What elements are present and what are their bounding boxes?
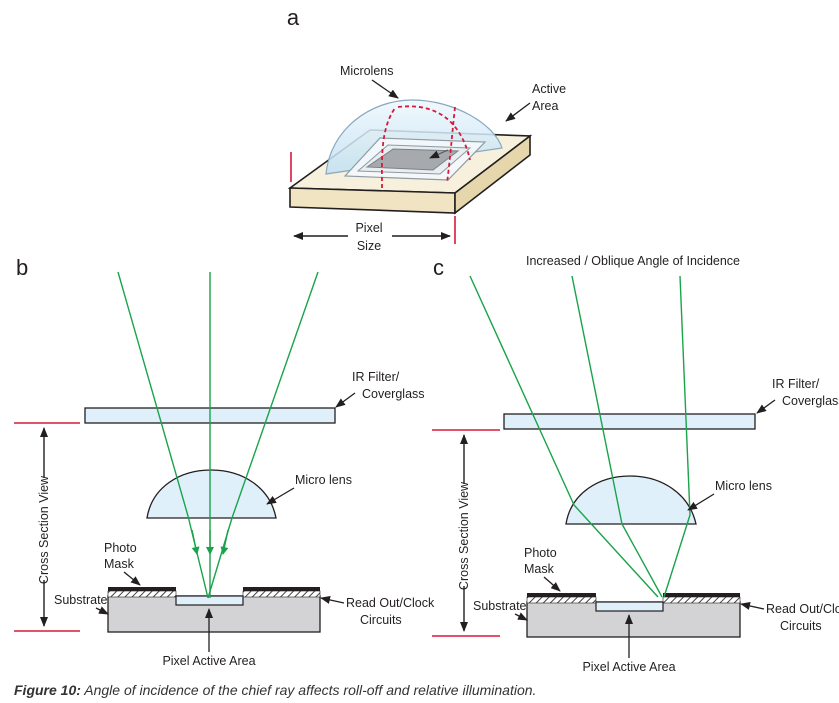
- ray-b-right: [207, 271, 319, 599]
- photo-mask-label-b-1: Photo: [104, 541, 137, 555]
- microlens-label: Microlens: [340, 64, 394, 78]
- red-dashed-curve-left: [381, 107, 396, 189]
- readout-label-c-1: Read Out/Clock: [766, 602, 839, 616]
- photo-mask-label-c-2: Mask: [524, 562, 555, 576]
- micro-lens-arrow-b: [266, 487, 295, 505]
- oblique-angle-title: Increased / Oblique Angle of Incidence: [526, 254, 740, 268]
- ray-c-center: [571, 275, 663, 598]
- ir-filter-label-b-1: IR Filter/: [352, 370, 400, 384]
- photo-mask-arrow-b: [123, 571, 141, 586]
- substrate-arrow-c: [514, 612, 528, 621]
- active-area-arrow: [505, 102, 531, 122]
- panel-c: c Increased / Oblique Angle of Incidence…: [432, 254, 839, 674]
- ray-c-left: [469, 275, 659, 598]
- red-dashed-curve-right: [446, 106, 456, 184]
- hatched-layer-left-c: [526, 596, 597, 604]
- ir-filter-arrow-c: [756, 399, 776, 414]
- chip-side: [454, 134, 531, 215]
- micro-lens-b: [146, 469, 277, 519]
- active-area-pointer: [429, 149, 449, 159]
- hatched-layer-right-c: [662, 596, 741, 604]
- pixel-active-area-label-b: Pixel Active Area: [162, 654, 255, 668]
- photo-mask-right-b: [243, 587, 320, 591]
- figure-caption: Figure 10: Angle of incidence of the chi…: [14, 682, 536, 698]
- panel-b: b Cross Section View IR Filter/ Covergla…: [14, 255, 435, 668]
- substrate-arrow-b: [95, 606, 109, 615]
- micro-lens-arrow-c: [687, 493, 715, 511]
- readout-arrow-b: [320, 596, 345, 604]
- cross-section-label-c: Cross Section View: [457, 481, 471, 590]
- photo-mask-arrow-c: [543, 576, 561, 592]
- panel-b-letter: b: [16, 255, 28, 280]
- panel-a-letter: a: [287, 5, 300, 30]
- pixel-active-area-c: [595, 601, 664, 612]
- readout-label-b-2: Circuits: [360, 613, 402, 627]
- readout-label-c-2: Circuits: [780, 619, 822, 633]
- photo-mask-label-c-1: Photo: [524, 546, 557, 560]
- ray-b-left-arrow: [191, 529, 200, 555]
- panel-c-letter: c: [433, 255, 444, 280]
- rays-c: [469, 275, 691, 598]
- coverglass-c: [503, 413, 756, 430]
- ray-b-right-arrow: [220, 529, 229, 555]
- pixel-size-label-1: Pixel: [355, 221, 382, 235]
- hatched-layer-right-b: [242, 590, 321, 598]
- readout-label-b-1: Read Out/Clock: [346, 596, 435, 610]
- panel-a: a Microlens Active Area Pixel Size: [287, 5, 566, 253]
- red-dashed-curve-top: [397, 105, 471, 161]
- ir-filter-arrow-b: [335, 392, 356, 408]
- active-area-label-2: Area: [532, 99, 558, 113]
- substrate-label-b: Substrate: [54, 593, 108, 607]
- active-area-label-1: Active: [532, 82, 566, 96]
- pixel-active-area-label-c: Pixel Active Area: [582, 660, 675, 674]
- micro-lens-label-c: Micro lens: [715, 479, 772, 493]
- ray-c-right: [663, 275, 691, 598]
- pixel-size-label-2: Size: [357, 239, 381, 253]
- hatched-layer-left-b: [107, 590, 177, 598]
- ray-b-left: [117, 271, 209, 599]
- chip-front: [289, 187, 456, 214]
- photo-mask-left-c: [527, 593, 596, 597]
- substrate-label-c: Substrate: [473, 599, 527, 613]
- figure-diagram: a Microlens Active Area Pixel Size: [14, 5, 839, 674]
- caption-text: Angle of incidence of the chief ray affe…: [80, 682, 537, 698]
- caption-label: Figure 10:: [14, 682, 81, 698]
- photo-mask-label-b-2: Mask: [104, 557, 135, 571]
- micro-lens-label-b: Micro lens: [295, 473, 352, 487]
- microlens-arrow: [371, 79, 399, 99]
- ir-filter-label-b-2: Coverglass: [362, 387, 425, 401]
- rays-b: [117, 271, 319, 599]
- ir-filter-label-c-2: Coverglass: [782, 394, 839, 408]
- photo-mask-right-c: [663, 593, 740, 597]
- photo-mask-left-b: [108, 587, 176, 591]
- ir-filter-label-c-1: IR Filter/: [772, 377, 820, 391]
- cross-section-label-b: Cross Section View: [37, 475, 51, 584]
- readout-arrow-c: [740, 602, 765, 610]
